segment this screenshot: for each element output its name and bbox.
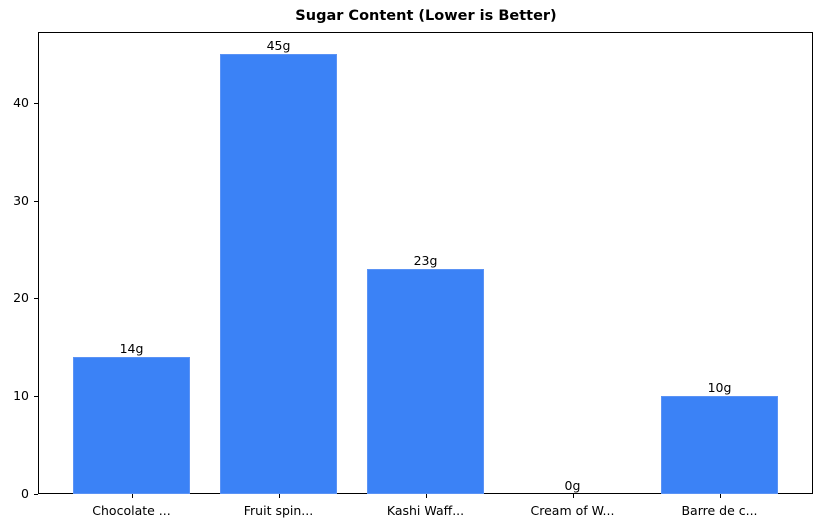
bar <box>73 357 190 494</box>
x-tick-mark <box>719 494 721 498</box>
y-tick-mark <box>34 102 38 104</box>
x-tick-label: Cream of W... <box>530 503 615 518</box>
bar <box>367 269 484 494</box>
bar-value-label: 14g <box>119 341 144 357</box>
x-tick-mark <box>278 494 280 498</box>
bar-value-label: 10g <box>707 380 732 396</box>
y-tick-mark <box>34 298 38 300</box>
y-tick-label: 20 <box>13 290 29 306</box>
y-tick-label: 40 <box>13 94 29 110</box>
x-tick-label: Barre de c... <box>681 503 758 518</box>
bar-value-label: 45g <box>266 38 291 53</box>
y-tick-mark <box>34 396 38 398</box>
x-tick-mark <box>572 494 574 498</box>
y-tick-label: 10 <box>13 388 29 404</box>
bar-value-label: 0g <box>564 478 581 493</box>
bar-value-label: 23g <box>413 253 438 269</box>
x-tick-label: Kashi Waff... <box>386 503 465 518</box>
y-tick-label: 0 <box>21 486 29 501</box>
bar <box>220 54 337 494</box>
chart-title: Sugar Content (Lower is Better) <box>295 8 557 24</box>
y-tick-mark <box>34 200 38 202</box>
x-tick-label: Fruit spin... <box>243 503 314 518</box>
bar <box>661 396 778 494</box>
y-tick-label: 30 <box>13 192 29 208</box>
y-tick-mark <box>34 494 38 495</box>
x-tick-mark <box>131 494 133 498</box>
x-tick-mark <box>425 494 427 498</box>
x-tick-label: Chocolate ... <box>92 503 171 518</box>
